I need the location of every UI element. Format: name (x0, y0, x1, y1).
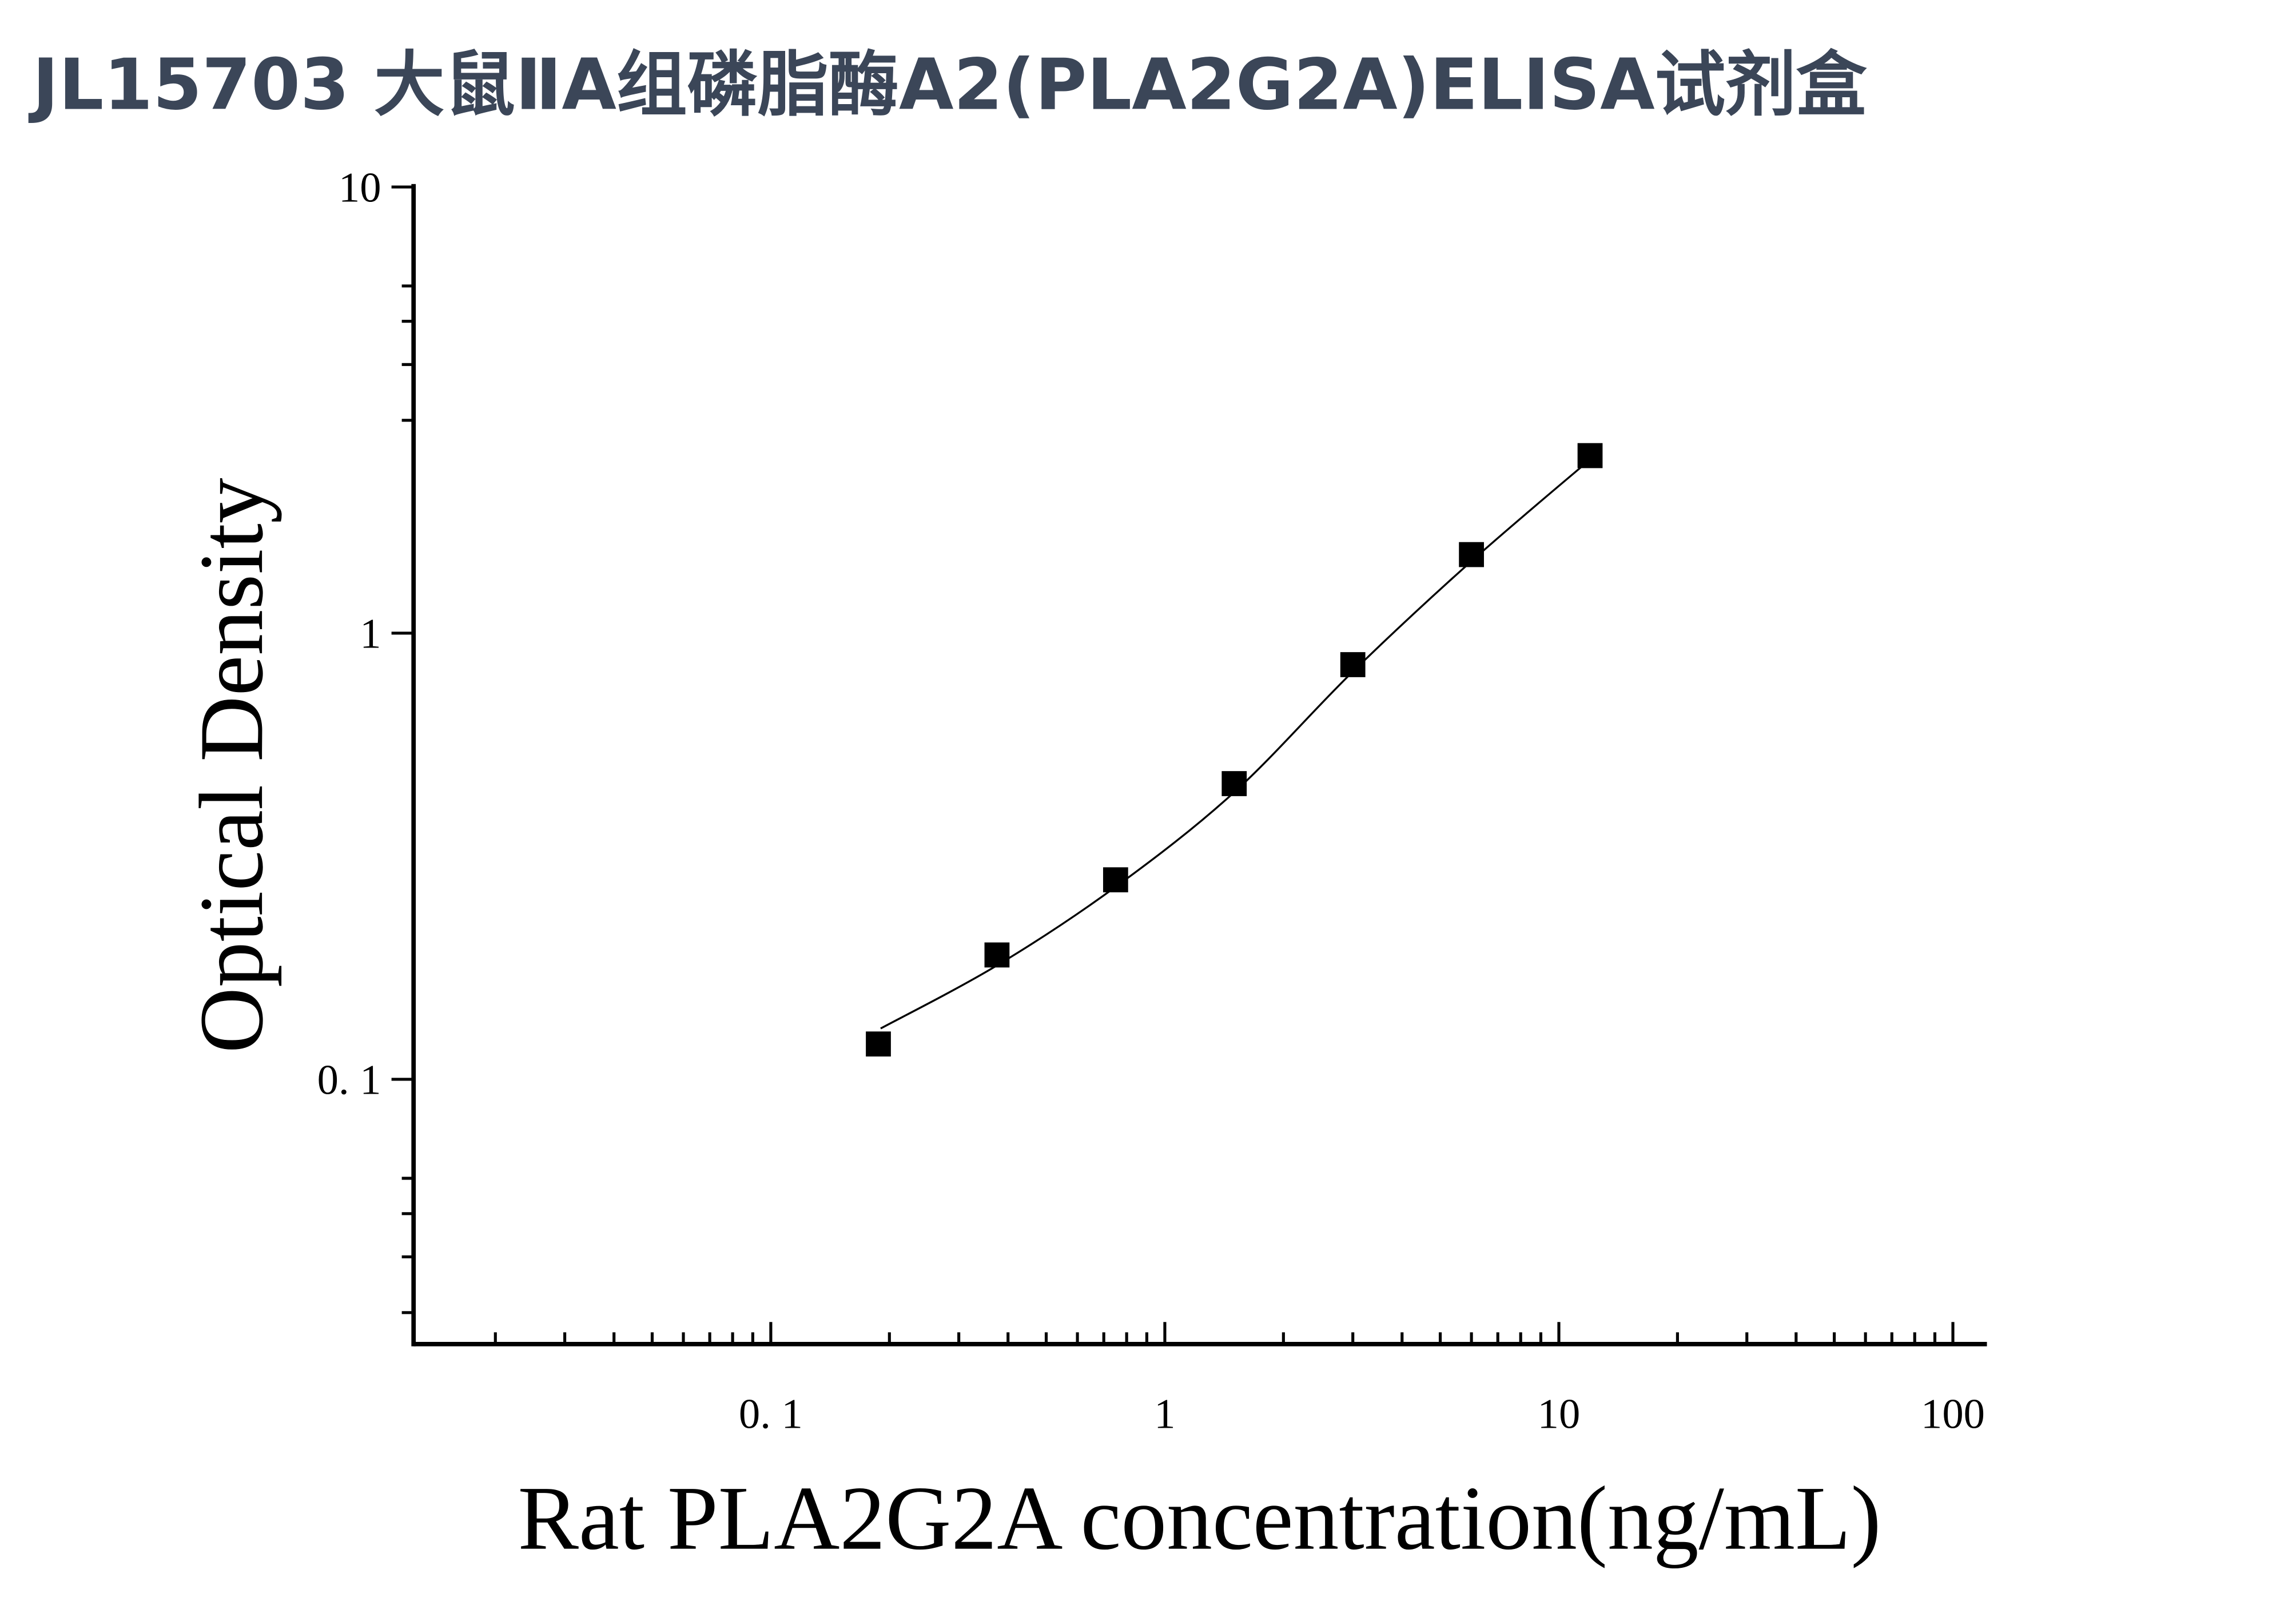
x-tick-label: 10 (1538, 1391, 1581, 1438)
y-tick-label: 10 (339, 164, 381, 212)
chart-title: JL15703 大鼠ⅡA组磷脂酶A2(PLA2G2A)ELISA试剂盒 (29, 44, 1867, 126)
data-point (1221, 771, 1247, 796)
data-point (1459, 542, 1484, 567)
x-tick-label: 0. 1 (739, 1391, 803, 1438)
x-axis-label: Rat PLA2G2A concentration(ng/mL) (518, 1468, 1881, 1569)
x-tick-label: 100 (1921, 1391, 1985, 1438)
data-point (866, 1031, 891, 1057)
data-point (1340, 652, 1366, 677)
y-tick-label: 0. 1 (317, 1056, 381, 1104)
y-axis-label: Optical Density (181, 478, 282, 1053)
y-tick-label: 1 (360, 610, 381, 658)
data-point (984, 942, 1010, 968)
data-point (1103, 867, 1128, 893)
data-point (1577, 443, 1603, 468)
x-tick-label: 1 (1154, 1391, 1175, 1438)
